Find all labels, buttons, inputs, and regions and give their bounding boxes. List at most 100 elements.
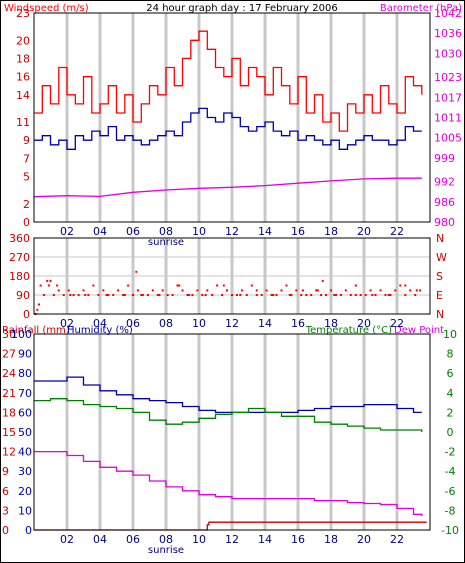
panel2-direction-point — [409, 289, 412, 292]
panel3-frame — [33, 333, 431, 531]
barometer-axis-label: Barometer (hPa) — [380, 3, 462, 14]
panel1-series-0 — [34, 30, 423, 132]
panel2-direction-point — [188, 294, 191, 296]
panel1-ytick-left-5: 5 — [23, 171, 30, 184]
panel1-ytick-left-2: 2 — [23, 198, 30, 211]
panel2-direction-point — [191, 294, 194, 296]
panel2-direction-point — [270, 294, 273, 296]
panel2-direction-point — [135, 270, 138, 273]
panel2-direction-point — [62, 294, 65, 296]
panel2-direction-point — [231, 294, 233, 296]
panel2-direction-point — [46, 279, 49, 282]
panel2-direction-point — [226, 289, 228, 292]
panel2-direction-point — [260, 294, 263, 296]
panel3-ytick-temp-10: 10 — [443, 328, 457, 341]
panel3-ytick-humidity-50: 50 — [18, 426, 32, 439]
panel1-xtick-10: 10 — [192, 225, 206, 238]
panel2-xtick-18: 18 — [324, 317, 338, 330]
humidity-axis-label: Humidity (%) — [67, 325, 133, 336]
panel2-direction-point — [339, 294, 342, 296]
panel1-xtick-20: 20 — [357, 225, 371, 238]
panel3-ytick-humidity-40: 40 — [18, 446, 32, 459]
panel3-ytick-temp--10: -10 — [441, 524, 459, 537]
panel2-direction-point — [186, 294, 189, 296]
panel2-direction-point — [52, 294, 55, 296]
panel2-direction-point — [285, 284, 288, 287]
series-layer — [33, 30, 427, 531]
panel2-direction-point — [255, 294, 258, 296]
panel2-xtick-02: 02 — [60, 317, 74, 330]
panel2-direction-point — [404, 284, 407, 287]
panel1-ytick-left-16: 16 — [16, 71, 30, 84]
panel2-direction-point — [316, 289, 319, 292]
panel2-direction-point — [240, 289, 243, 292]
panel2-direction-point — [265, 289, 268, 292]
panel2-direction-point — [321, 279, 324, 282]
panel1-xtick-02: 02 — [60, 225, 74, 238]
panel2-ytick-right-E-3: E — [436, 289, 443, 302]
panel3-sunrise-label: sunrise — [148, 545, 184, 556]
panel2-direction-point — [349, 294, 352, 296]
panel1-ytick-right-1005: 1005 — [434, 132, 462, 145]
panel2-direction-point — [39, 284, 42, 287]
panel3-ytick-rain-15: 15 — [2, 426, 16, 439]
panel2-direction-point — [371, 294, 374, 296]
panel2-ytick-left-360: 360 — [9, 232, 30, 245]
panel2-xtick-14: 14 — [258, 317, 272, 330]
panel2-direction-point — [123, 294, 126, 296]
panel1-ytick-right-980: 980 — [434, 216, 455, 229]
panel3-ytick-rain-3: 3 — [2, 504, 9, 517]
panel2-direction-point — [301, 289, 304, 292]
panel2-direction-point — [222, 284, 225, 287]
panel2-direction-point — [178, 284, 181, 287]
panel3-ytick-temp--8: -8 — [445, 504, 456, 517]
panel2-xtick-08: 08 — [159, 317, 173, 330]
panel2-direction-point — [394, 289, 397, 292]
panel2-direction-point — [389, 294, 392, 296]
panel3-ytick-humidity-100: 100 — [11, 328, 32, 341]
panel2-direction-point — [295, 289, 298, 292]
panel2-direction-point — [67, 289, 70, 292]
panel2-direction-point — [216, 284, 219, 287]
panel2-xtick-16: 16 — [291, 317, 305, 330]
panel2-direction-point — [204, 294, 207, 296]
panel2-direction-point — [275, 294, 278, 296]
panel2-direction-point — [132, 294, 134, 296]
panel2-direction-point — [221, 294, 224, 296]
panel2-direction-point — [379, 289, 382, 292]
panel3-ytick-temp--4: -4 — [445, 465, 456, 478]
panel2-xtick-22: 22 — [390, 317, 404, 330]
panel2-direction-point — [141, 294, 144, 296]
panel2-direction-point — [399, 284, 402, 287]
panel2-direction-point — [354, 294, 357, 296]
panel3-ytick-humidity-80: 80 — [18, 367, 32, 380]
panel2-ytick-left-0: 0 — [23, 308, 30, 321]
dewpoint-axis-label: Dew Point — [394, 325, 444, 336]
panel1-series-1 — [34, 107, 422, 150]
panel1-ytick-right-999: 999 — [434, 152, 455, 165]
grid-layer — [34, 13, 430, 530]
panel2-direction-point — [136, 289, 139, 292]
panel1-xtick-16: 16 — [291, 225, 305, 238]
panel1-ytick-left-23: 23 — [16, 7, 30, 20]
panel2-direction-point — [127, 284, 130, 287]
panel1-ytick-left-0: 0 — [23, 216, 30, 229]
panel2-direction-point — [42, 294, 45, 296]
panel2-direction-point — [87, 294, 90, 296]
panel2-xtick-04: 04 — [93, 317, 107, 330]
panel2-direction-point — [354, 284, 357, 287]
panel1-ytick-right-992: 992 — [434, 176, 455, 189]
panel2-direction-point — [359, 294, 362, 296]
panel1-ytick-left-20: 20 — [16, 34, 30, 47]
panel3-ytick-humidity-60: 60 — [18, 406, 32, 419]
panel3-ytick-temp--2: -2 — [445, 446, 456, 459]
panel1-series-2 — [33, 177, 422, 198]
panel2-direction-point — [36, 308, 39, 311]
panel1-ytick-right-1036: 1036 — [434, 27, 462, 40]
panel2-xtick-20: 20 — [357, 317, 371, 330]
panel2-direction-point — [315, 289, 318, 292]
panel3-ytick-humidity-10: 10 — [18, 504, 32, 517]
panel3-ytick-humidity-20: 20 — [18, 485, 32, 498]
panel2-direction-point — [344, 289, 347, 292]
